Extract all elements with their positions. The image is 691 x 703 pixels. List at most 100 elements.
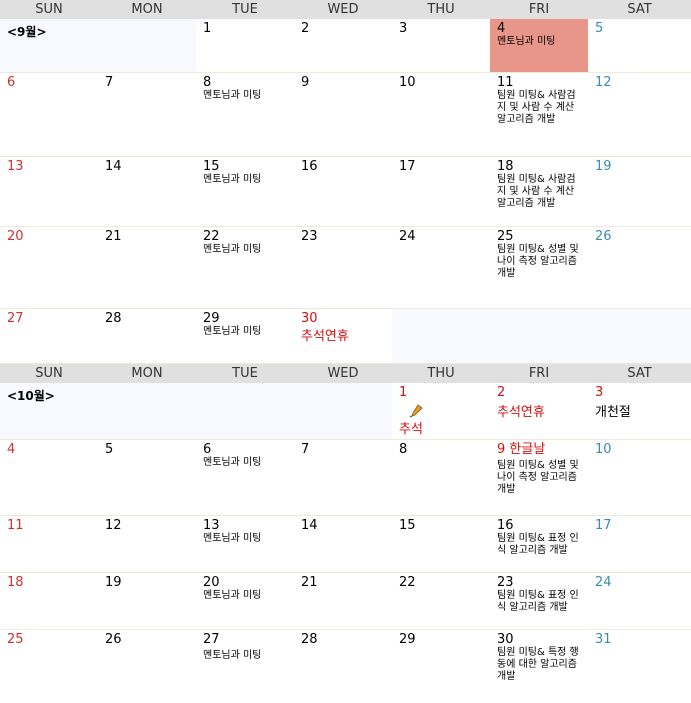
weekday-mon: MON	[98, 0, 196, 19]
weekday-thu: THU	[392, 363, 490, 383]
month-label-sep: <9월>	[7, 25, 47, 39]
day-cell[interactable]: 3 개천절	[588, 382, 691, 440]
day-cell[interactable]: 12	[98, 515, 196, 573]
event[interactable]: 팀원 미팅& 성별 및 나이 측정 알고리즘 개발	[497, 243, 579, 279]
day-cell[interactable]: 18 팀원 미팅& 사람검지 및 사람 수 계산 알고리즘 개발	[490, 156, 588, 227]
event[interactable]: 멘토님과 미팅	[203, 457, 262, 468]
day-number: 2	[497, 384, 506, 400]
day-cell[interactable]: 28	[294, 630, 392, 699]
day-cell[interactable]: 25 팀원 미팅& 성별 및 나이 측정 알고리즘 개발	[490, 226, 588, 309]
day-number: 3	[399, 21, 408, 36]
event[interactable]: 멘토님과 미팅	[203, 533, 262, 544]
day-cell[interactable]: 6	[0, 72, 98, 157]
day-cell[interactable]: 2	[294, 19, 392, 73]
day-cell[interactable]: 28	[98, 308, 196, 364]
day-number: 8	[399, 442, 408, 457]
day-cell[interactable]: 8 멘토님과 미팅	[196, 72, 294, 157]
day-cell[interactable]: 6 멘토님과 미팅	[196, 439, 294, 516]
event[interactable]: 멘토님과 미팅	[203, 650, 262, 661]
day-cell[interactable]: 14	[294, 515, 392, 573]
day-cell[interactable]: 26	[98, 630, 196, 699]
event[interactable]: 팀원 미팅& 사람검지 및 사람 수 계산 알고리즘 개발	[497, 89, 576, 125]
day-cell[interactable]: 13	[0, 156, 98, 227]
day-cell[interactable]: 30 추석연휴	[294, 308, 392, 364]
day-cell[interactable]: 19	[98, 572, 196, 630]
day-number: 30	[301, 310, 318, 326]
day-cell[interactable]: 29	[392, 630, 490, 699]
day-number: 18	[497, 158, 514, 174]
day-cell[interactable]: 11	[0, 515, 98, 573]
day-cell[interactable]: 18	[0, 572, 98, 630]
day-cell[interactable]: 30 팀원 미팅& 특정 행동에 대한 알고리즘 개발	[490, 630, 588, 699]
day-cell[interactable]: 17	[392, 156, 490, 227]
weekday-sun: SUN	[0, 0, 98, 19]
day-number: 27	[7, 310, 24, 326]
day-number: 21	[301, 575, 318, 590]
day-cell[interactable]: 26	[588, 226, 691, 309]
event[interactable]: 팀원 미팅& 성별 및 나이 측정 알고리즘 개발	[497, 460, 579, 495]
weekday-thu: THU	[392, 0, 490, 19]
day-cell[interactable]: 10	[392, 72, 490, 157]
day-number: 11	[497, 74, 514, 90]
day-cell[interactable]: 7	[294, 439, 392, 516]
day-number: 6	[7, 74, 16, 90]
event[interactable]: 팀원 미팅& 표정 인식 알고리즘 개발	[497, 590, 579, 613]
day-number: 19	[105, 575, 122, 590]
day-cell[interactable]: 27 멘토님과 미팅	[196, 630, 294, 699]
day-cell[interactable]: 14	[98, 156, 196, 227]
day-cell[interactable]: 9 한글날 팀원 미팅& 성별 및 나이 측정 알고리즘 개발	[490, 439, 588, 516]
weekday-wed: WED	[294, 0, 392, 19]
event[interactable]: 멘토님과 미팅	[497, 36, 556, 47]
day-cell[interactable]: 10	[588, 439, 691, 516]
month-label-cell: <9월>	[0, 19, 196, 73]
day-cell[interactable]: 22 멘토님과 미팅	[196, 226, 294, 309]
weekday-fri: FRI	[490, 0, 588, 19]
day-cell[interactable]: 19	[588, 156, 691, 227]
day-cell[interactable]: 1	[196, 19, 294, 73]
day-cell[interactable]: 21	[98, 226, 196, 309]
day-cell[interactable]: 20 멘토님과 미팅	[196, 572, 294, 630]
day-cell[interactable]: 4	[0, 439, 98, 516]
event[interactable]: 멘토님과 미팅	[203, 325, 262, 337]
day-cell[interactable]: 27	[0, 308, 98, 364]
day-cell[interactable]: 7	[98, 72, 196, 157]
day-cell[interactable]: 15 멘토님과 미팅	[196, 156, 294, 227]
day-number: 21	[105, 228, 122, 244]
day-cell[interactable]: 17	[588, 515, 691, 573]
day-cell[interactable]: 20	[0, 226, 98, 309]
event[interactable]: 팀원 미팅& 사람검지 및 사람 수 계산 알고리즘 개발	[497, 173, 576, 209]
day-cell[interactable]: 16 팀원 미팅& 표정 인식 알고리즘 개발	[490, 515, 588, 573]
day-cell-today[interactable]: 4 멘토님과 미팅	[490, 19, 588, 73]
day-cell[interactable]: 13 멘토님과 미팅	[196, 515, 294, 573]
day-cell[interactable]: 22	[392, 572, 490, 630]
day-cell[interactable]: 3	[392, 19, 490, 73]
day-cell[interactable]: 1 추석	[392, 382, 490, 440]
day-cell[interactable]: 29 멘토님과 미팅	[196, 308, 294, 364]
day-cell[interactable]: 21	[294, 572, 392, 630]
day-cell[interactable]: 12	[588, 72, 691, 157]
event[interactable]: 팀원 미팅& 표정 인식 알고리즘 개발	[497, 533, 579, 556]
day-cell[interactable]: 8	[392, 439, 490, 516]
day-cell[interactable]: 23	[294, 226, 392, 309]
event[interactable]: 멘토님과 미팅	[203, 590, 262, 601]
event[interactable]: 팀원 미팅& 특정 행동에 대한 알고리즘 개발	[497, 647, 579, 682]
weekday-wed: WED	[294, 363, 392, 383]
day-cell[interactable]: 9	[294, 72, 392, 157]
day-number: 31	[595, 632, 612, 647]
day-cell[interactable]: 16	[294, 156, 392, 227]
day-cell[interactable]: 31	[588, 630, 691, 699]
day-cell[interactable]: 2 추석연휴	[490, 382, 588, 440]
day-cell[interactable]: 24	[588, 572, 691, 630]
event[interactable]: 멘토님과 미팅	[203, 89, 262, 101]
day-cell[interactable]: 15	[392, 515, 490, 573]
day-cell[interactable]: 5	[98, 439, 196, 516]
event[interactable]: 멘토님과 미팅	[203, 243, 262, 255]
day-cell[interactable]: 25	[0, 630, 98, 699]
day-cell[interactable]: 24	[392, 226, 490, 309]
day-cell[interactable]: 23 팀원 미팅& 표정 인식 알고리즘 개발	[490, 572, 588, 630]
day-cell[interactable]: 5	[588, 19, 691, 73]
day-number: 15	[399, 518, 416, 533]
event[interactable]: 멘토님과 미팅	[203, 173, 262, 185]
day-cell[interactable]: 11 팀원 미팅& 사람검지 및 사람 수 계산 알고리즘 개발	[490, 72, 588, 157]
day-number: 2	[301, 21, 310, 36]
